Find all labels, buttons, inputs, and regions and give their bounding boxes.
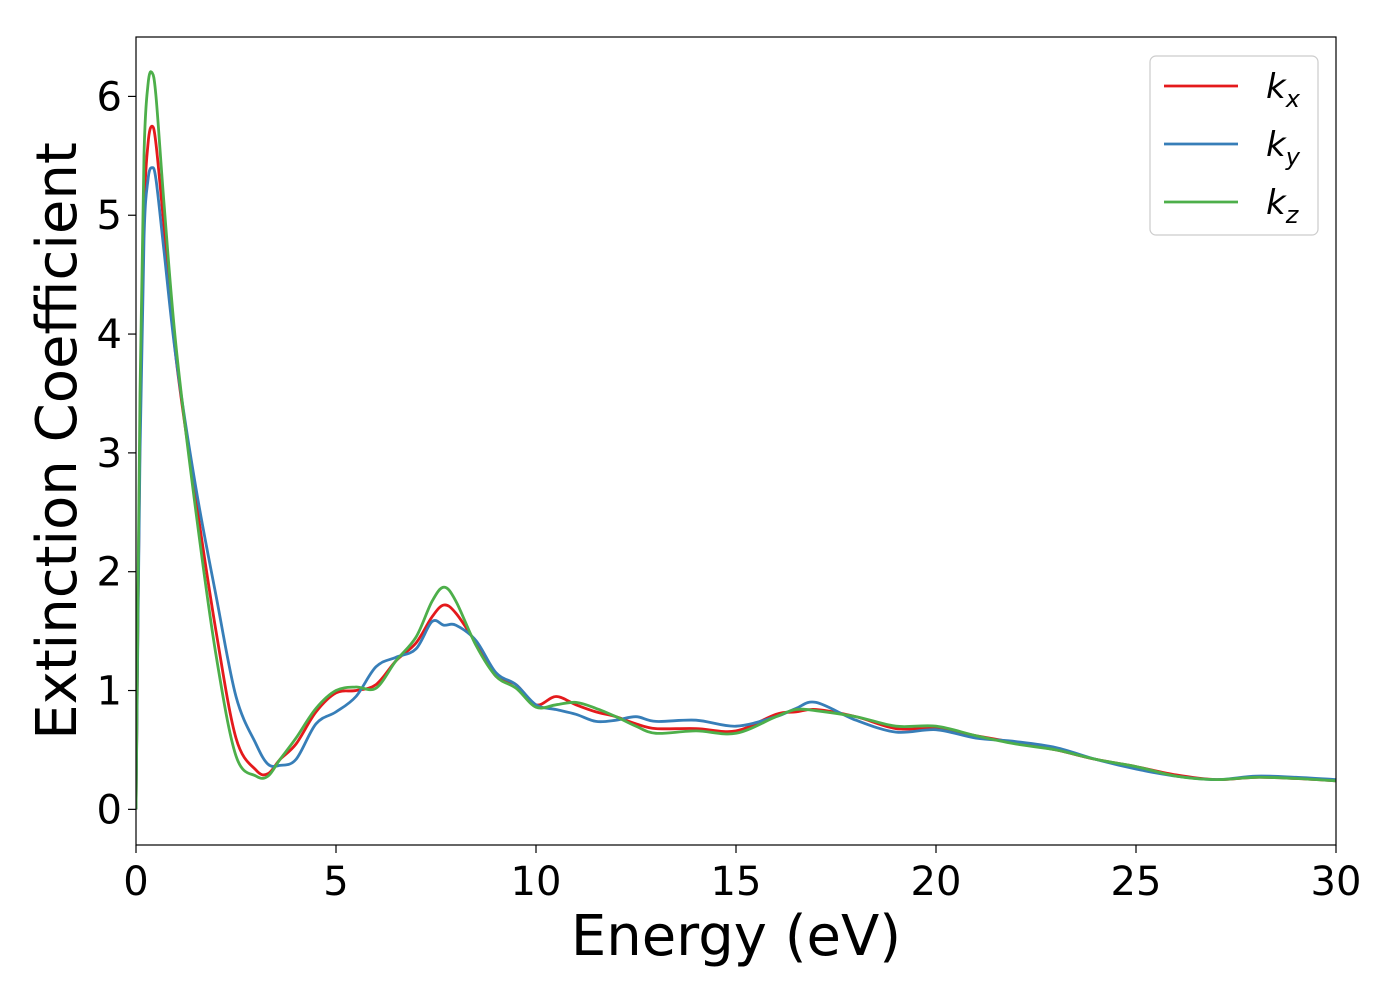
series-line-z: [136, 70, 1336, 810]
series-line-y: [136, 166, 1336, 810]
y-tick-label: 2: [97, 550, 122, 596]
x-tick-label: 15: [711, 859, 762, 905]
legend-item-y: ky: [1164, 125, 1301, 171]
x-tick-label: 25: [1111, 859, 1162, 905]
legend-label: kx: [1266, 67, 1301, 113]
legend-item-x: kx: [1164, 67, 1301, 113]
y-axis-label: Extinction Coefficient: [25, 142, 90, 740]
legend-label: ky: [1266, 125, 1301, 171]
y-tick-label: 4: [97, 312, 122, 358]
y-tick-label: 5: [97, 193, 122, 239]
y-axis-ticks: 0 1 2 3 4 5 6: [97, 74, 136, 833]
legend-box: [1149, 55, 1319, 236]
x-tick-label: 10: [511, 859, 562, 905]
y-tick-label: 6: [97, 74, 122, 120]
series-layer: [136, 70, 1336, 810]
y-tick-label: 0: [97, 787, 122, 833]
x-axis-label: Energy (eV): [571, 904, 901, 969]
x-axis-ticks: 0 5 10 15 20 25 30: [123, 845, 1361, 905]
legend-label-subscript: x: [1285, 85, 1301, 113]
legend-label-base: k: [1266, 125, 1287, 165]
legend-item-z: kz: [1164, 183, 1300, 229]
legend-label-base: k: [1266, 183, 1287, 223]
x-tick-label: 20: [911, 859, 962, 905]
x-tick-label: 5: [323, 859, 348, 905]
y-tick-label: 1: [97, 669, 122, 715]
legend-label-subscript: z: [1285, 201, 1300, 229]
legend-label-subscript: y: [1285, 143, 1301, 171]
legend-label-base: k: [1266, 67, 1287, 107]
legend-label: kz: [1266, 183, 1300, 229]
x-tick-label: 0: [123, 859, 148, 905]
y-tick-label: 3: [97, 431, 122, 477]
x-tick-label: 30: [1311, 859, 1362, 905]
